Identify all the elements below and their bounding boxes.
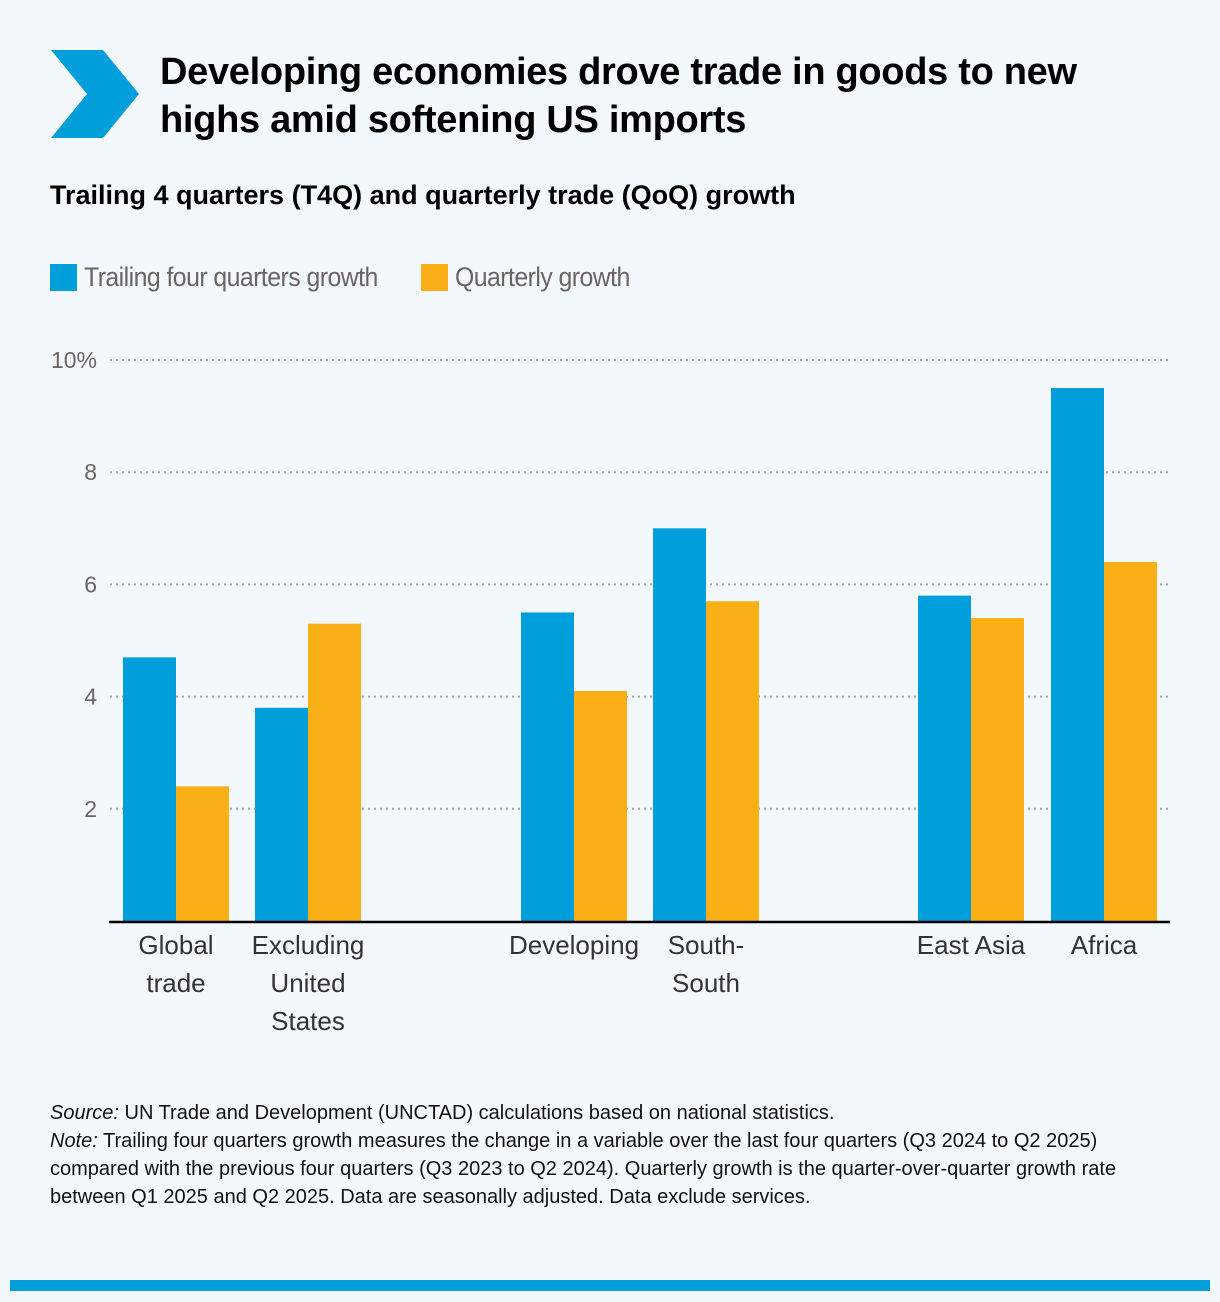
gridlines (110, 359, 1168, 810)
y-tick-label: 2 (84, 796, 97, 822)
x-category-label: East Asia (917, 930, 1026, 960)
x-category-label: Africa (1071, 930, 1138, 960)
legend: Trailing four quarters growth Quarterly … (50, 262, 663, 293)
category-labels: Global trade Excluding United States Developi… (138, 930, 1137, 1036)
bar-qoq (308, 623, 361, 921)
y-tick-label: 10% (51, 347, 97, 373)
source-text: UN Trade and Development (UNCTAD) calcul… (118, 1102, 835, 1124)
chart-title: Developing economies drove trade in good… (160, 51, 1077, 141)
legend-label-t4q: Trailing four quarters growth (84, 262, 378, 292)
x-category-label: Global trade (138, 930, 213, 998)
bar-t4q (123, 657, 176, 921)
bar-qoq (1104, 561, 1157, 921)
y-axis-ticks: 2 4 6 8 10% (51, 347, 97, 822)
legend-item-t4q: Trailing four quarters growth (50, 262, 403, 293)
bar-t4q (521, 612, 574, 921)
note-label: Note: (50, 1130, 98, 1152)
bar-t4q (653, 528, 706, 921)
bar-chart: 2 4 6 8 10% Global trade Excluding United States… (51, 347, 1170, 1036)
legend-swatch-t4q (50, 264, 77, 291)
bar-qoq (706, 601, 759, 921)
y-tick-label: 6 (84, 571, 97, 597)
bar-t4q (918, 595, 971, 921)
source-label: Source: (50, 1102, 119, 1124)
y-tick-label: 8 (84, 459, 97, 485)
chevron-right-icon (51, 50, 139, 138)
method-note: Note: Trailing four quarters growth meas… (50, 1127, 1180, 1211)
footnote: Source: UN Trade and Development (UNCTAD… (50, 1099, 1180, 1211)
source-note: Source: UN Trade and Development (UNCTAD… (50, 1099, 1180, 1127)
y-tick-label: 4 (84, 684, 97, 710)
note-text: Trailing four quarters growth measures t… (50, 1130, 1117, 1208)
bottom-accent-bar (10, 1280, 1210, 1291)
bars (123, 388, 1157, 921)
bar-t4q (1051, 388, 1104, 921)
x-category-label: Developing (509, 930, 639, 960)
bar-qoq (971, 618, 1024, 921)
legend-item-qoq: Quarterly growth (421, 262, 645, 293)
bar-qoq (574, 690, 627, 921)
x-category-label: South-South (668, 930, 745, 998)
bar-qoq (176, 786, 229, 921)
legend-swatch-qoq (421, 264, 449, 291)
legend-label-qoq: Quarterly growth (455, 262, 631, 292)
x-category-label: Excluding United States (252, 930, 365, 1036)
chart-subtitle: Trailing 4 quarters (T4Q) and quarterly … (50, 180, 796, 210)
bar-t4q (255, 707, 308, 921)
